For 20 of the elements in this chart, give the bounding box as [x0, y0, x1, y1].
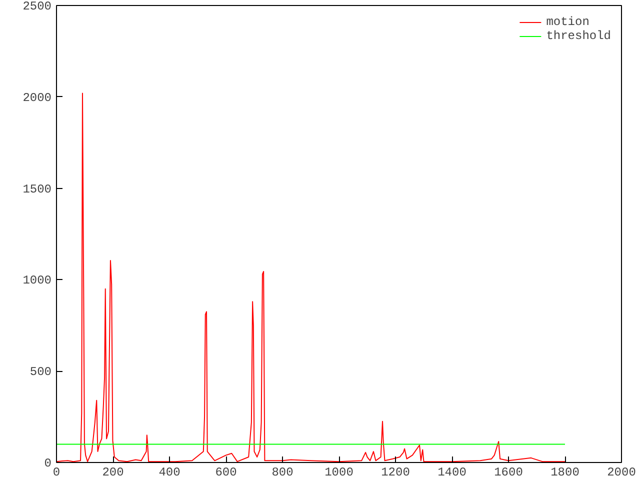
- x-tick-label: 600: [215, 466, 237, 480]
- x-tick-label: 1800: [550, 466, 580, 480]
- x-tick-label: 1600: [494, 466, 523, 480]
- y-tick-label: 2500: [22, 0, 52, 14]
- x-tick-label: 0: [52, 466, 60, 480]
- x-tick-label: 200: [102, 466, 124, 480]
- legend-label: threshold: [546, 29, 611, 43]
- y-tick-label: 2000: [22, 90, 52, 105]
- y-tick-label: 500: [30, 365, 52, 380]
- line-series: [56, 92, 566, 462]
- x-tick-label: 1400: [438, 466, 466, 480]
- legend-label: motion: [546, 15, 590, 29]
- x-tick-label: 1000: [324, 466, 354, 480]
- y-tick-label: 0: [44, 456, 52, 470]
- x-tick-label: 2000: [607, 466, 636, 480]
- x-tick-label: 800: [272, 466, 294, 480]
- y-tick-label: 1000: [22, 274, 52, 288]
- y-tick-label: 1500: [22, 182, 52, 196]
- x-tick-label: 1200: [381, 466, 410, 480]
- x-tick-label: 400: [158, 466, 180, 480]
